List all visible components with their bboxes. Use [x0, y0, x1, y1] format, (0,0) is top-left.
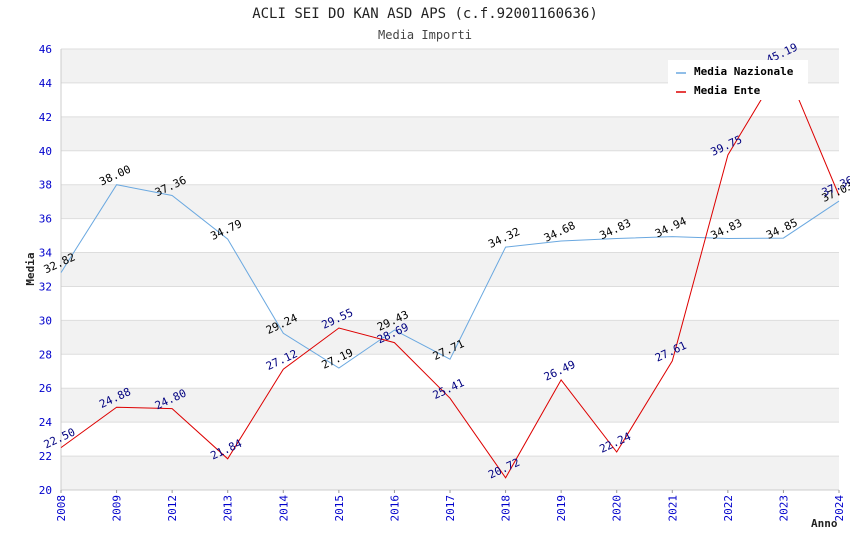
grid-band	[61, 388, 839, 423]
x-tick-label: 2008	[55, 495, 68, 522]
data-label: 34.79	[208, 217, 244, 243]
y-axis-label: Media	[24, 252, 37, 285]
series-lines	[60, 61, 840, 479]
x-tick-label: 2024	[833, 495, 846, 522]
data-label: 34.32	[486, 225, 522, 251]
x-tick-label: 2019	[555, 495, 568, 522]
x-axis-label: Anno	[811, 517, 838, 530]
legend: Media Nazionale Media Ente	[668, 60, 808, 100]
legend-label-nazionale: Media Nazionale	[694, 65, 794, 78]
x-tick-label: 2018	[500, 495, 513, 522]
x-tick-label: 2017	[444, 495, 457, 522]
y-tick-label: 42	[39, 111, 52, 124]
grid-lines	[61, 48, 839, 491]
grid-band	[61, 320, 839, 355]
x-tick-label: 2015	[333, 495, 346, 522]
x-tick-label: 2012	[166, 495, 179, 522]
x-tick-labels: 2008 2009 2012 2013 2014 2015 2016 2017 2018 2019…	[55, 490, 846, 522]
legend-box	[668, 60, 808, 100]
data-label: 22.50	[42, 426, 78, 452]
x-tick-label: 2022	[722, 495, 735, 522]
legend-label-ente: Media Ente	[694, 84, 761, 97]
chart-title: ACLI SEI DO KAN ASD APS (c.f.92001160636…	[252, 6, 598, 22]
series-line-1	[60, 61, 840, 479]
y-tick-label: 22	[39, 450, 52, 463]
y-tick-label: 24	[39, 416, 53, 429]
grid-band	[61, 184, 839, 219]
y-tick-label: 20	[39, 484, 52, 497]
y-tick-label: 46	[39, 43, 52, 56]
y-tick-label: 32	[39, 280, 52, 293]
x-tick-label: 2016	[388, 495, 401, 522]
x-tick-label: 2021	[666, 495, 679, 522]
grid-band	[61, 456, 839, 490]
series-line-0	[60, 184, 840, 369]
y-tick-label: 38	[39, 179, 52, 192]
grid-band	[61, 252, 839, 287]
data-label: 26.49	[542, 358, 578, 384]
grid-band	[61, 116, 839, 151]
y-tick-label: 36	[39, 213, 52, 226]
y-tick-label: 34	[39, 247, 53, 260]
x-tick-label: 2013	[222, 495, 235, 522]
y-tick-label: 30	[39, 314, 52, 327]
y-tick-labels: 20 22 24 26 28 30 32 34 36 38 40 42 44 46	[39, 43, 53, 497]
y-tick-label: 44	[39, 77, 53, 90]
grid-bands	[61, 49, 839, 490]
y-tick-label: 28	[39, 348, 52, 361]
y-tick-label: 26	[39, 382, 52, 395]
chart-subtitle: Media Importi	[378, 28, 472, 42]
x-tick-label: 2014	[277, 495, 290, 522]
y-tick-label: 40	[39, 145, 52, 158]
x-tick-label: 2023	[777, 495, 790, 522]
x-tick-label: 2020	[611, 495, 624, 522]
x-tick-label: 2009	[111, 495, 124, 522]
